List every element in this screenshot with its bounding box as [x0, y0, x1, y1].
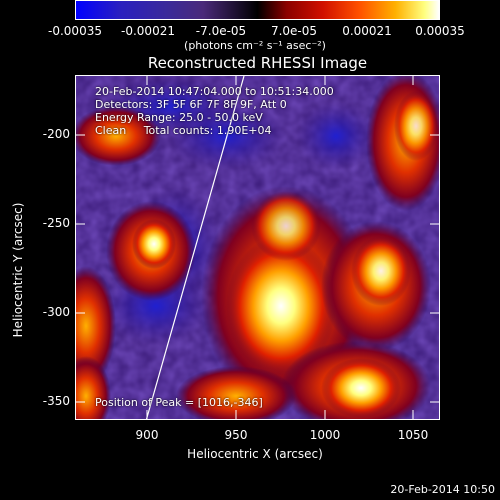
image-title: Reconstructed RHESSI Image — [147, 54, 368, 72]
x-axis-label: Heliocentric X (arcsec) — [187, 447, 323, 461]
colorbar-units: (photons cm⁻² s⁻¹ asec⁻²) — [184, 39, 326, 52]
overlay-detectors: Detectors: 3F 5F 6F 7F 8F 9F, Att 0 — [95, 98, 287, 111]
y-tick-label: -350 — [42, 394, 70, 408]
colorbar-tick: -0.00021 — [121, 24, 175, 38]
y-tick-label: -250 — [42, 216, 70, 230]
overlay-peak-position: Position of Peak = [1016,-346] — [95, 396, 263, 409]
footer-timestamp: 20-Feb-2014 10:50 — [390, 483, 495, 496]
y-tick-label: -300 — [42, 305, 70, 319]
x-tick-label: 1050 — [397, 428, 429, 442]
x-tick-label: 900 — [135, 428, 159, 442]
colorbar-tick: -7.0e-05 — [195, 24, 247, 38]
overlay-clean-counts: Clean Total counts: 1.90E+04 — [95, 124, 272, 137]
x-tick-label: 950 — [224, 428, 248, 442]
y-tick-label: -200 — [42, 127, 70, 141]
colorbar-tick: 0.00035 — [415, 24, 465, 38]
colorbar-tick: 0.00021 — [342, 24, 392, 38]
colorbar-tick: 7.0e-05 — [270, 24, 318, 38]
limb-line — [145, 76, 245, 419]
colorbar — [75, 0, 440, 20]
colorbar-tick: -0.00035 — [48, 24, 102, 38]
overlay-time-range: 20-Feb-2014 10:47:04.000 to 10:51:34.000 — [95, 85, 334, 98]
x-tick-label: 1000 — [309, 428, 341, 442]
y-axis-label: Heliocentric Y (arcsec) — [11, 202, 25, 338]
rhessi-image: 20-Feb-2014 10:47:04.000 to 10:51:34.000… — [75, 75, 440, 420]
overlay-energy-range: Energy Range: 25.0 - 50.0 keV — [95, 111, 263, 124]
